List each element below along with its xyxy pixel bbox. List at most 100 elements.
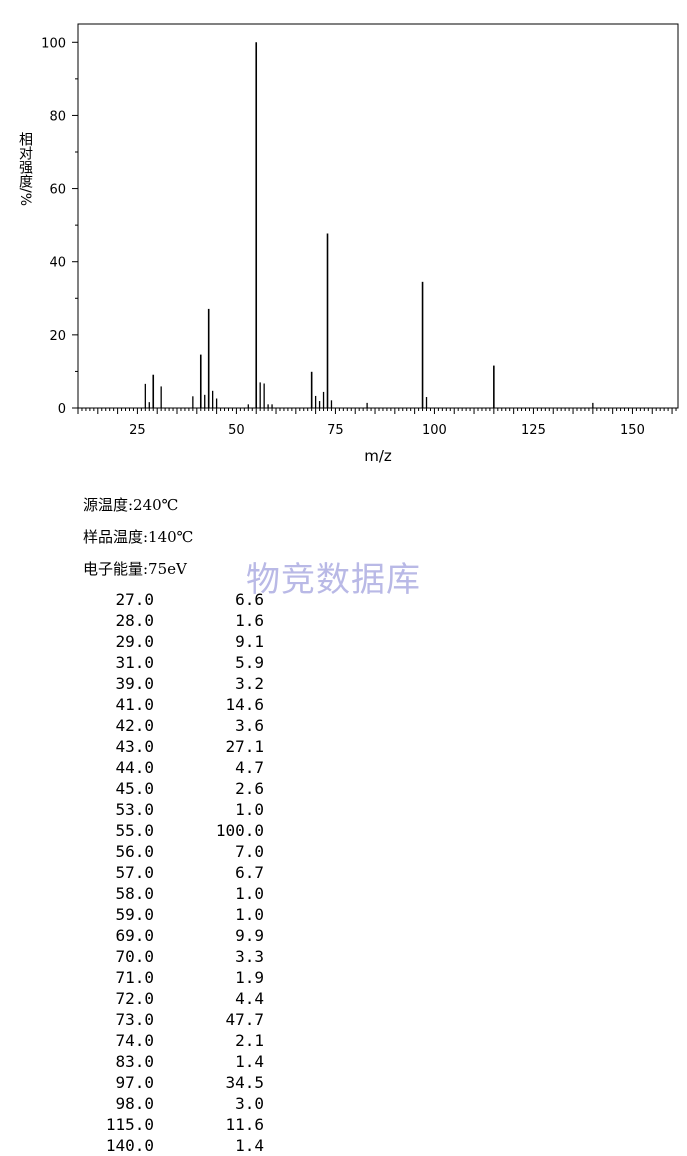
x-tick-label: 125 [521, 423, 546, 438]
peak-intensity: 4.7 [235, 758, 264, 777]
y-tick-label: 40 [49, 256, 66, 271]
mass-spectrum-chart: 25 50 75 100 125 150 0 20 40 60 80 100 m/z [41, 23, 679, 465]
peak-row: 70.0 3.3 [0, 946, 300, 967]
peak-row: 69.0 9.9 [0, 925, 300, 946]
peak-row: 83.0 1.4 [0, 1051, 300, 1072]
x-axis-label: m/z [364, 447, 392, 465]
peak-mz: 39.0 [115, 674, 154, 693]
peak-intensity: 47.7 [225, 1010, 264, 1029]
peak-mz: 56.0 [115, 842, 154, 861]
peak-row: 41.0 14.6 [0, 694, 300, 715]
peak-mz: 97.0 [115, 1073, 154, 1092]
peak-row: 57.0 6.7 [0, 862, 300, 883]
peak-mz: 43.0 [115, 737, 154, 756]
y-axis-label: 相对强度/% [17, 132, 33, 207]
peak-row: 115.0 11.6 [0, 1114, 300, 1135]
source-temperature: 源温度:240℃ [83, 496, 179, 514]
peak-intensity: 1.9 [235, 968, 264, 987]
x-tick-label: 150 [620, 423, 645, 438]
peak-intensity: 1.0 [235, 905, 264, 924]
x-tick-label: 100 [422, 423, 447, 438]
peak-intensity: 9.1 [235, 632, 264, 651]
electron-energy: 电子能量:75eV [83, 560, 187, 578]
peak-row: 56.0 7.0 [0, 841, 300, 862]
y-tick-label: 20 [49, 329, 66, 344]
y-tick-label: 80 [49, 109, 66, 124]
peak-mz: 71.0 [115, 968, 154, 987]
peak-mz: 98.0 [115, 1094, 154, 1113]
peak-intensity: 4.4 [235, 989, 264, 1008]
peak-row: 28.0 1.6 [0, 610, 300, 631]
peak-intensity: 1.4 [235, 1052, 264, 1071]
peak-mz: 31.0 [115, 653, 154, 672]
peak-mz: 73.0 [115, 1010, 154, 1029]
x-tick-label: 25 [129, 423, 146, 438]
peak-intensity: 1.0 [235, 800, 264, 819]
peak-row: 31.0 5.9 [0, 652, 300, 673]
peak-intensity: 9.9 [235, 926, 264, 945]
peak-mz: 74.0 [115, 1031, 154, 1050]
peak-row: 39.0 3.2 [0, 673, 300, 694]
axis-ticks: 25 50 75 100 125 150 0 20 40 60 80 100 [41, 36, 677, 438]
peak-intensity: 2.1 [235, 1031, 264, 1050]
peak-row: 55.0 100.0 [0, 820, 300, 841]
peak-mz: 69.0 [115, 926, 154, 945]
peak-row: 98.0 3.0 [0, 1093, 300, 1114]
peak-row: 42.0 3.6 [0, 715, 300, 736]
peak-mz: 45.0 [115, 779, 154, 798]
peak-row: 45.0 2.6 [0, 778, 300, 799]
sample-temperature: 样品温度:140℃ [83, 528, 194, 546]
peak-mz: 27.0 [115, 590, 154, 609]
peak-intensity: 2.6 [235, 779, 264, 798]
peak-intensity: 3.0 [235, 1094, 264, 1113]
peak-row: 140.0 1.4 [0, 1135, 300, 1156]
peak-row: 72.0 4.4 [0, 988, 300, 1009]
x-tick-label: 75 [327, 423, 344, 438]
peak-intensity: 14.6 [225, 695, 264, 714]
peak-row: 97.0 34.5 [0, 1072, 300, 1093]
watermark: 物竞数据库 [246, 560, 421, 600]
y-tick-label: 0 [58, 402, 66, 417]
peak-row: 73.0 47.7 [0, 1009, 300, 1030]
peak-table: 27.0 6.6 28.0 1.6 29.0 9.1 31.0 5.9 39.0 3.2 41.0 1… [0, 589, 300, 1156]
peak-mz: 70.0 [115, 947, 154, 966]
peak-intensity: 34.5 [225, 1073, 264, 1092]
peak-row: 43.0 27.1 [0, 736, 300, 757]
peak-row: 27.0 6.6 [0, 589, 300, 610]
peak-row: 74.0 2.1 [0, 1030, 300, 1051]
peak-mz: 59.0 [115, 905, 154, 924]
y-tick-label: 60 [49, 183, 66, 198]
peak-intensity: 27.1 [225, 737, 264, 756]
peak-mz: 44.0 [115, 758, 154, 777]
plot-frame [77, 23, 679, 409]
peak-mz: 42.0 [115, 716, 154, 735]
peak-row: 59.0 1.0 [0, 904, 300, 925]
peak-intensity: 11.6 [225, 1115, 264, 1134]
y-tick-label: 100 [41, 36, 66, 51]
peak-mz: 55.0 [115, 821, 154, 840]
peak-intensity: 6.7 [235, 863, 264, 882]
peak-mz: 41.0 [115, 695, 154, 714]
peak-row: 58.0 1.0 [0, 883, 300, 904]
peak-mz: 29.0 [115, 632, 154, 651]
peak-row: 53.0 1.0 [0, 799, 300, 820]
peak-intensity: 7.0 [235, 842, 264, 861]
peak-mz: 140.0 [105, 1136, 154, 1155]
peak-row: 44.0 4.7 [0, 757, 300, 778]
peak-intensity: 1.0 [235, 884, 264, 903]
peak-intensity: 3.6 [235, 716, 264, 735]
peak-intensity: 1.6 [235, 611, 264, 630]
peak-mz: 72.0 [115, 989, 154, 1008]
peak-mz: 115.0 [105, 1115, 154, 1134]
peak-mz: 53.0 [115, 800, 154, 819]
peak-row: 71.0 1.9 [0, 967, 300, 988]
peak-intensity: 6.6 [235, 590, 264, 609]
peak-intensity: 100.0 [215, 821, 264, 840]
peak-mz: 28.0 [115, 611, 154, 630]
peak-intensity: 3.3 [235, 947, 264, 966]
x-tick-label: 50 [228, 423, 245, 438]
spectrum-bars [144, 42, 594, 408]
peak-mz: 58.0 [115, 884, 154, 903]
peak-intensity: 1.4 [235, 1136, 264, 1155]
peak-intensity: 3.2 [235, 674, 264, 693]
